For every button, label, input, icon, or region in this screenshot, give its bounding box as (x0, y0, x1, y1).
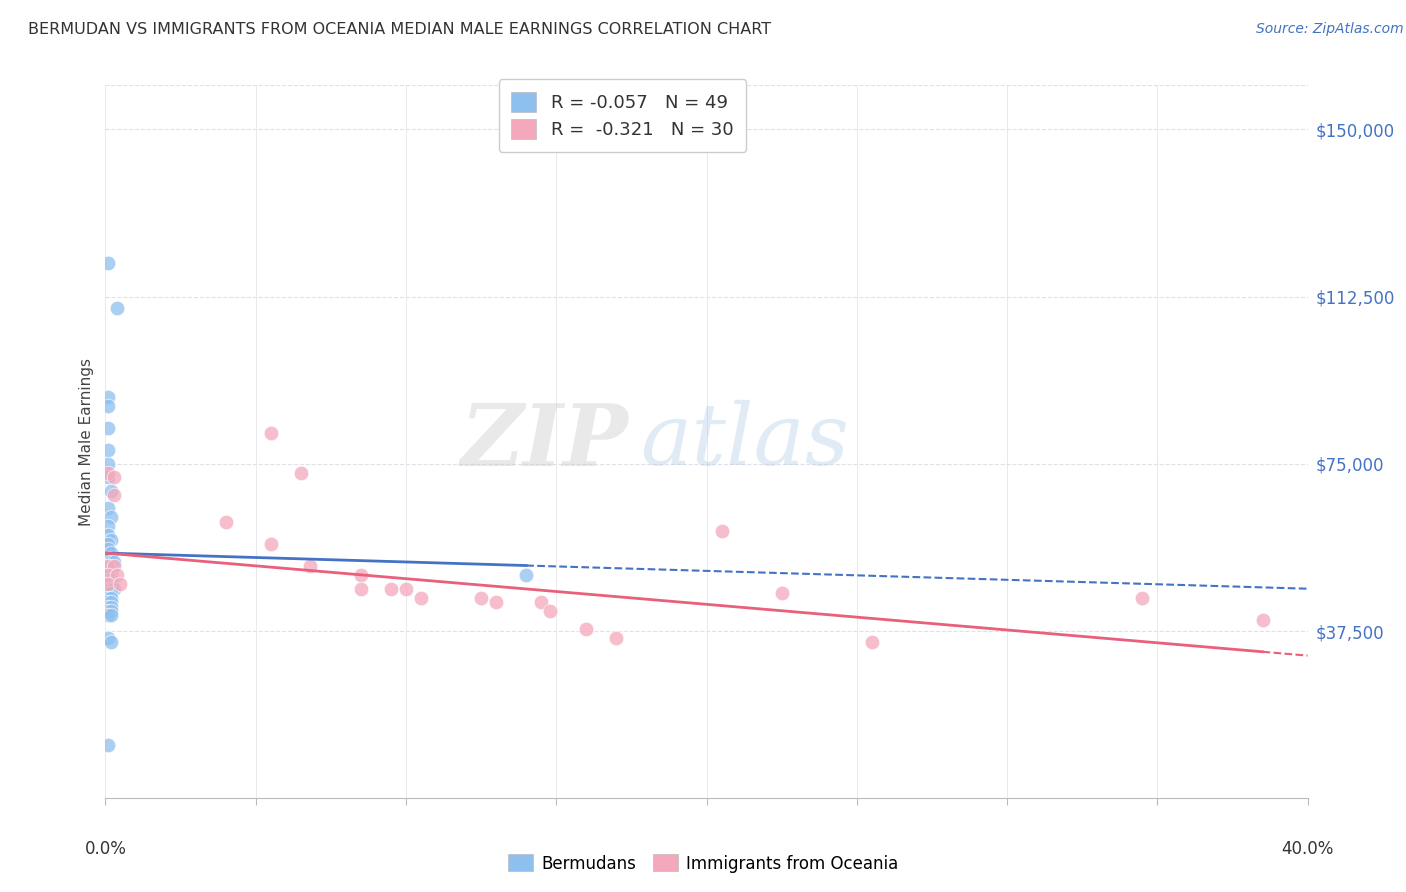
Point (100, 591, 122, 605)
Point (100, 573, 122, 587)
Point (107, 568, 129, 582)
Point (103, 559, 125, 574)
Point (97, 541, 120, 556)
Point (100, 483, 122, 498)
Text: ZIP: ZIP (461, 400, 628, 483)
Point (214, 515, 236, 529)
Point (97, 519, 120, 533)
Point (97, 537, 120, 551)
Point (97, 568, 120, 582)
Point (100, 599, 122, 614)
Text: 0.0%: 0.0% (84, 840, 127, 858)
Point (97, 608, 120, 623)
Point (97, 399, 120, 413)
Point (298, 559, 321, 574)
Point (97, 604, 120, 618)
Legend: R = -0.057   N = 49, R =  -0.321   N = 30: R = -0.057 N = 49, R = -0.321 N = 30 (499, 79, 747, 152)
Point (107, 301, 129, 315)
Point (103, 582, 125, 596)
Point (350, 568, 373, 582)
Point (100, 546, 122, 560)
Point (97, 466, 120, 480)
Point (290, 466, 312, 480)
Text: Source: ZipAtlas.com: Source: ZipAtlas.com (1256, 22, 1403, 37)
Point (97, 568, 120, 582)
Point (97, 550, 120, 565)
Point (103, 555, 125, 569)
Point (100, 604, 122, 618)
Point (97, 586, 120, 600)
Point (860, 635, 883, 649)
Point (97, 421, 120, 435)
Y-axis label: Median Male Earnings: Median Male Earnings (79, 358, 94, 525)
Point (409, 591, 432, 605)
Point (1251, 613, 1274, 627)
Point (260, 537, 283, 551)
Point (1130, 591, 1153, 605)
Point (97, 577, 120, 591)
Point (100, 564, 122, 578)
Point (260, 425, 283, 440)
Point (97, 559, 120, 574)
Text: atlas: atlas (640, 401, 849, 483)
Point (97, 390, 120, 404)
Point (97, 582, 120, 596)
Point (100, 582, 122, 596)
Point (100, 595, 122, 609)
Point (97, 577, 120, 591)
Point (97, 599, 120, 614)
Point (100, 533, 122, 547)
Text: 40.0%: 40.0% (1281, 840, 1334, 858)
Point (100, 577, 122, 591)
Point (485, 595, 508, 609)
Point (97, 738, 120, 752)
Point (103, 470, 125, 484)
Point (97, 528, 120, 542)
Point (770, 586, 793, 600)
Point (97, 443, 120, 458)
Point (100, 568, 122, 582)
Point (97, 631, 120, 645)
Point (97, 559, 120, 574)
Point (530, 595, 553, 609)
Point (100, 559, 122, 574)
Point (110, 577, 132, 591)
Point (100, 635, 122, 649)
Point (350, 582, 373, 596)
Text: BERMUDAN VS IMMIGRANTS FROM OCEANIA MEDIAN MALE EARNINGS CORRELATION CHART: BERMUDAN VS IMMIGRANTS FROM OCEANIA MEDI… (28, 22, 772, 37)
Legend: Bermudans, Immigrants from Oceania: Bermudans, Immigrants from Oceania (501, 847, 905, 880)
Point (97, 595, 120, 609)
Point (100, 608, 122, 623)
Point (395, 582, 418, 596)
Point (97, 573, 120, 587)
Point (575, 622, 598, 636)
Point (380, 582, 402, 596)
Point (100, 586, 122, 600)
Point (97, 457, 120, 471)
Point (97, 256, 120, 270)
Point (470, 591, 492, 605)
Point (515, 568, 537, 582)
Point (100, 510, 122, 524)
Point (103, 488, 125, 502)
Point (97, 564, 120, 578)
Point (710, 524, 733, 538)
Point (538, 604, 561, 618)
Point (100, 555, 122, 569)
Point (97, 591, 120, 605)
Point (97, 470, 120, 484)
Point (605, 631, 627, 645)
Point (97, 501, 120, 516)
